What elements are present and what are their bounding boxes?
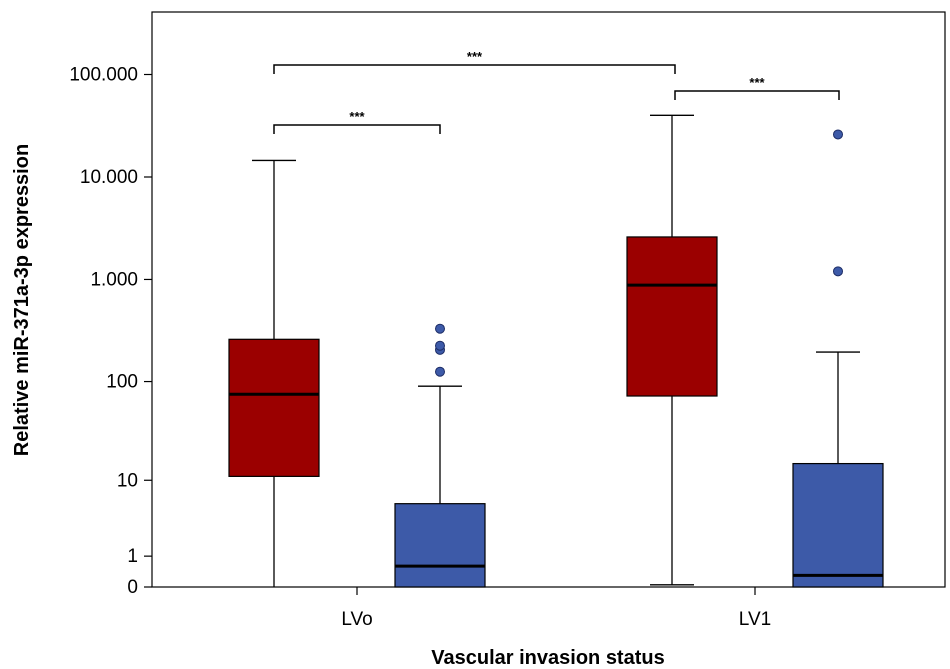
box <box>228 338 320 477</box>
outlier-point <box>833 129 843 140</box>
plot-frame <box>151 11 946 588</box>
boxes <box>228 114 884 588</box>
y-tick-label: 1.000 <box>90 269 138 290</box>
significance-brackets: *** *** *** <box>273 49 840 134</box>
plot-border <box>151 11 946 588</box>
outlier-point <box>435 366 445 377</box>
significance-label: *** <box>349 109 365 124</box>
outlier-point <box>435 340 445 351</box>
significance-bracket <box>674 90 840 100</box>
y-tick-label: 100.000 <box>69 64 138 85</box>
significance-bracket <box>273 124 441 134</box>
x-axis: LVo LV1 <box>341 587 771 630</box>
significance-bracket <box>273 64 676 74</box>
box <box>792 462 884 588</box>
x-category-label: LVo <box>341 609 372 630</box>
y-axis: 0 1 10 100 1.000 10.000 100.000 <box>69 64 152 598</box>
box <box>394 503 486 588</box>
y-tick-label: 0 <box>127 577 138 598</box>
significance-label: *** <box>749 75 765 90</box>
significance-label: *** <box>467 49 483 64</box>
y-tick-label: 1 <box>127 546 138 567</box>
outlier-point <box>435 323 445 334</box>
y-tick-label: 10.000 <box>80 167 138 188</box>
x-category-label: LV1 <box>739 609 771 630</box>
box <box>626 236 718 397</box>
y-tick-label: 100 <box>106 372 138 393</box>
y-tick-label: 10 <box>117 470 138 491</box>
y-axis-title: Relative miR-371a-3p expression <box>11 144 33 456</box>
outlier-point <box>833 266 843 277</box>
x-axis-title: Vascular invasion status <box>431 647 664 669</box>
